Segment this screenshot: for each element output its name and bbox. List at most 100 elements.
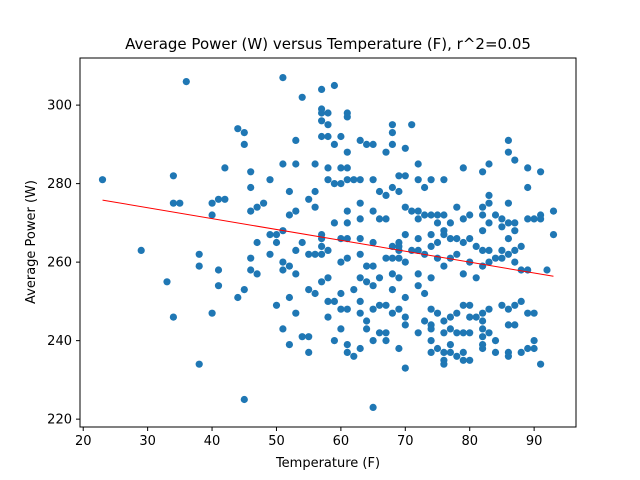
data-point (401, 313, 409, 321)
data-point (459, 356, 467, 364)
y-axis-label: Average Power (W) (24, 180, 39, 304)
data-point (440, 360, 448, 368)
data-point (388, 254, 396, 262)
data-point (324, 176, 332, 184)
data-point (414, 215, 422, 223)
data-point (318, 85, 326, 93)
data-point (343, 113, 351, 121)
data-point (279, 74, 287, 82)
data-point (498, 246, 506, 254)
data-point (388, 183, 396, 192)
data-point (466, 329, 474, 337)
data-point (356, 136, 364, 144)
data-point (472, 313, 480, 321)
data-point (421, 183, 429, 192)
data-point (498, 215, 506, 223)
data-point (479, 325, 487, 333)
data-point (324, 164, 332, 172)
data-point (330, 297, 338, 305)
data-point (427, 231, 435, 239)
data-point (388, 129, 396, 137)
data-point (446, 235, 454, 243)
data-point (459, 238, 467, 247)
data-point (343, 348, 351, 356)
data-point (369, 282, 377, 290)
data-point (337, 289, 345, 298)
data-point (266, 231, 274, 239)
data-point (491, 211, 500, 219)
data-point (330, 219, 338, 227)
data-point (472, 242, 480, 250)
data-point (433, 238, 442, 247)
data-point (537, 168, 545, 176)
data-point (356, 274, 364, 282)
data-point (530, 337, 538, 345)
data-point (504, 321, 512, 329)
data-point (388, 121, 396, 129)
data-point (363, 262, 371, 270)
data-point (504, 199, 512, 207)
data-point (292, 136, 300, 144)
data-point (440, 348, 448, 356)
data-point (369, 305, 377, 313)
data-point (292, 160, 300, 168)
data-point (163, 278, 171, 286)
data-point (421, 317, 429, 325)
data-point (330, 81, 338, 90)
data-point (498, 301, 506, 309)
data-point (543, 266, 551, 274)
data-point (182, 78, 190, 86)
data-point (137, 246, 145, 254)
data-point (208, 309, 216, 317)
data-point (395, 254, 403, 262)
data-point (369, 262, 377, 270)
data-point (524, 183, 532, 192)
data-point (240, 395, 248, 404)
data-point (350, 286, 358, 294)
data-point (330, 180, 338, 188)
data-point (427, 176, 435, 184)
data-point (414, 176, 422, 184)
x-tick-label: 40 (204, 434, 221, 449)
data-point (504, 250, 512, 258)
data-point (472, 274, 480, 282)
data-point (395, 344, 403, 353)
data-point (234, 293, 242, 302)
data-point (369, 337, 377, 345)
data-point (511, 321, 519, 329)
data-point (401, 321, 409, 329)
data-point (311, 203, 319, 211)
data-point (324, 132, 332, 141)
data-point (549, 231, 558, 239)
data-point (433, 309, 442, 317)
data-point (517, 266, 525, 274)
data-point (279, 266, 287, 274)
data-point (343, 235, 351, 243)
data-point (343, 305, 351, 313)
data-point (446, 341, 454, 349)
data-point (253, 270, 261, 278)
data-point (363, 278, 371, 286)
data-point (318, 278, 326, 286)
data-point (337, 164, 345, 172)
data-point (479, 203, 487, 211)
data-point (369, 140, 377, 148)
data-point (292, 270, 300, 278)
data-point (414, 235, 422, 243)
data-point (356, 344, 364, 353)
y-axis: 220 240 260 280 300 (47, 99, 80, 428)
data-point (453, 203, 461, 211)
data-point (401, 293, 409, 302)
x-tick-label: 20 (75, 434, 92, 449)
data-point (375, 274, 384, 282)
data-point (485, 305, 493, 313)
data-point (382, 337, 390, 345)
data-point (214, 282, 223, 290)
data-point (388, 242, 396, 250)
y-tick-label: 220 (47, 413, 72, 428)
data-point (511, 219, 519, 227)
data-point (459, 348, 467, 356)
data-point (414, 207, 422, 215)
data-point (511, 258, 519, 266)
